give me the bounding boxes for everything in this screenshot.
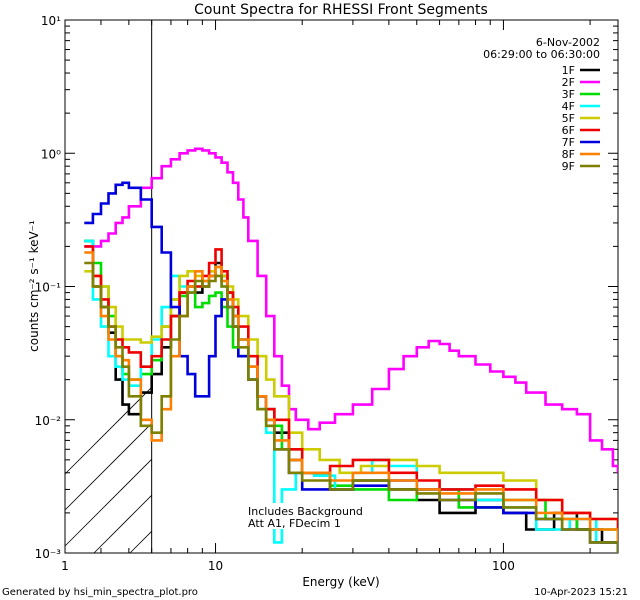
x-tick-label: 100	[492, 559, 515, 573]
series-8F	[84, 251, 618, 543]
x-tick-labels: 1 10 100	[61, 559, 515, 573]
y-tick-label: 10⁻³	[35, 547, 62, 561]
hatch-line	[129, 531, 152, 554]
hatch-line	[64, 459, 152, 547]
hatch-line	[64, 387, 152, 475]
y-tick-label: 10⁻¹	[35, 281, 62, 295]
series-2F	[84, 147, 618, 473]
legend-time-range: 06:29:00 to 06:30:00	[483, 48, 600, 61]
legend-label-3F: 3F	[562, 88, 575, 101]
legend-label-4F: 4F	[562, 100, 575, 113]
axis-ticks	[64, 19, 618, 554]
series-7F	[84, 181, 618, 553]
annotations: Includes Background Att A1, FDecim 1	[244, 503, 363, 530]
legend-date: 6-Nov-2002	[536, 36, 600, 49]
y-tick-label: 10⁻²	[35, 414, 62, 428]
hatch-line	[64, 423, 152, 511]
footer-date: 10-Apr-2023 15:21	[534, 587, 628, 598]
y-tick-labels: 10⁻³ 10⁻² 10⁻¹ 10⁰ 10¹	[35, 14, 62, 561]
footer-generated-by: Generated by hsi_min_spectra_plot.pro	[2, 587, 198, 598]
legend-label-8F: 8F	[562, 148, 575, 161]
hatched-background-region	[64, 387, 152, 554]
legend-label-5F: 5F	[562, 112, 575, 125]
series-9F	[84, 261, 618, 553]
legend-label-9F: 9F	[562, 160, 575, 173]
hatch-line	[93, 495, 152, 554]
legend-label-7F: 7F	[562, 136, 575, 149]
y-tick-label: 10⁰	[41, 147, 61, 161]
annotation-background: Includes Background	[248, 505, 363, 518]
legend-label-2F: 2F	[562, 76, 575, 89]
chart-title: Count Spectra for RHESSI Front Segments	[194, 2, 488, 18]
x-tick-label: 1	[61, 559, 69, 573]
y-tick-label: 10¹	[41, 14, 61, 28]
series-group	[84, 147, 618, 553]
annotation-attenuator: Att A1, FDecim 1	[248, 517, 341, 530]
x-tick-label: 10	[208, 559, 223, 573]
legend-label-6F: 6F	[562, 124, 575, 137]
y-axis-label: counts cm⁻² s⁻¹ keV⁻¹	[27, 220, 41, 352]
legend: 6-Nov-2002 06:29:00 to 06:30:00 1F2F3F4F…	[483, 36, 600, 173]
legend-label-1F: 1F	[562, 64, 575, 77]
x-axis-label: Energy (keV)	[302, 575, 379, 589]
series-6F	[84, 245, 618, 530]
